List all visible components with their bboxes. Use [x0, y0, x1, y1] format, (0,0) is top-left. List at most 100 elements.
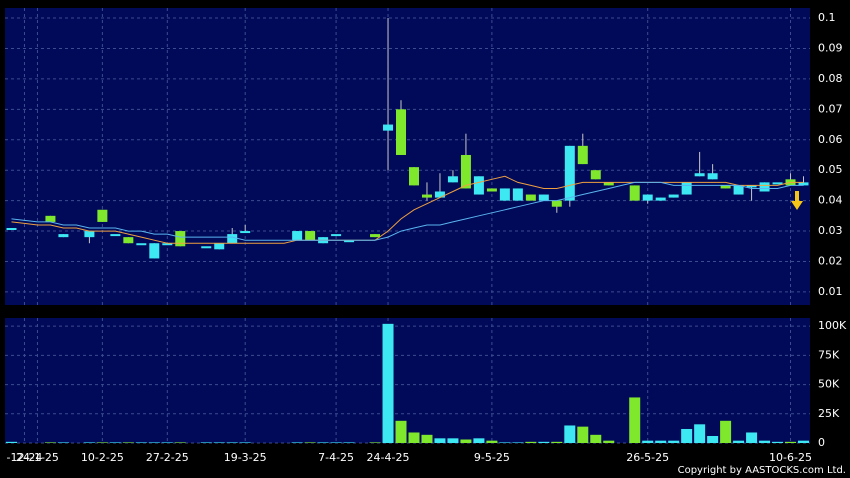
candle-body — [305, 231, 316, 241]
candle-body — [642, 194, 653, 201]
volume-tick-label: 50K — [818, 378, 840, 391]
candle-body — [772, 182, 783, 185]
volume-bar — [759, 440, 771, 443]
candle-body — [694, 173, 705, 177]
volume-bar — [148, 442, 160, 443]
candle-body — [746, 185, 757, 188]
volume-bar — [434, 438, 446, 443]
candle-body — [227, 234, 238, 244]
volume-bar — [551, 441, 563, 443]
candle-body — [383, 124, 394, 131]
price-panel — [5, 8, 810, 305]
candle-body — [6, 228, 17, 231]
volume-bar — [590, 434, 602, 443]
candle-body — [201, 246, 212, 249]
volume-bar — [304, 442, 316, 443]
candle-body — [292, 231, 303, 241]
volume-bar — [421, 434, 433, 443]
candle-body — [331, 234, 342, 237]
volume-bar — [291, 442, 303, 443]
candle-body — [447, 176, 458, 183]
candle-body — [175, 231, 186, 247]
y-tick-label: 0.02 — [818, 254, 843, 267]
volume-panel — [5, 318, 810, 443]
volume-bar — [174, 442, 186, 443]
volume-bar — [395, 420, 407, 443]
x-tick-label: 26-5-25 — [626, 451, 669, 464]
y-tick-label: 0.06 — [818, 133, 843, 146]
volume-bar — [109, 442, 121, 443]
x-tick-label: -12-24 — [7, 451, 43, 464]
candle-body — [136, 243, 147, 246]
candle-body — [499, 188, 510, 201]
candle-body — [421, 194, 432, 198]
x-tick-label: 24-1-25 — [16, 451, 59, 464]
volume-bar — [226, 442, 238, 443]
volume-bar — [525, 441, 537, 443]
candle-body — [84, 231, 95, 238]
candle-body — [798, 182, 809, 186]
volume-bar — [408, 432, 420, 443]
candle-body — [45, 215, 56, 222]
candle-body — [720, 185, 731, 189]
volume-bar — [655, 440, 667, 443]
x-tick-label: 10-2-25 — [81, 451, 124, 464]
volume-bar — [785, 441, 797, 443]
candle-body — [603, 182, 614, 186]
candle-body — [759, 182, 770, 192]
volume-bar — [369, 442, 381, 443]
y-tick-label: 0.08 — [818, 72, 843, 85]
volume-bar — [694, 424, 706, 443]
candle-body — [512, 188, 523, 201]
candle-body — [486, 188, 497, 192]
x-tick-label: 9-5-25 — [474, 451, 510, 464]
volume-bar — [798, 440, 810, 443]
y-tick-label: 0.01 — [818, 285, 843, 298]
candle-body — [240, 231, 251, 234]
volume-bar — [486, 440, 498, 443]
candle-body — [460, 154, 471, 189]
candle-body — [473, 176, 484, 195]
marks — [5, 18, 810, 443]
y-tick-label: 0.09 — [818, 41, 843, 54]
volume-tick-label: 100K — [818, 319, 847, 332]
x-tick-label: 27-2-25 — [146, 451, 189, 464]
candle-body — [58, 234, 69, 238]
y-tick-label: 0.04 — [818, 194, 843, 207]
candle-body — [629, 185, 640, 201]
x-tick-label: 7-4-25 — [318, 451, 354, 464]
volume-bar — [343, 442, 355, 443]
volume-bar — [122, 442, 134, 443]
volume-bar — [577, 426, 589, 443]
arrow-marker — [791, 191, 803, 210]
volume-bar — [668, 440, 680, 443]
volume-bar — [382, 323, 394, 443]
volume-bar — [44, 442, 56, 443]
volume-bar — [135, 442, 147, 443]
volume-bar — [200, 442, 212, 443]
volume-bar — [681, 428, 693, 443]
candle-body — [434, 191, 445, 198]
volume-bar — [746, 432, 758, 443]
candle-body — [525, 194, 536, 201]
y-tick-label: 0.1 — [818, 11, 836, 24]
volume-bar — [538, 441, 550, 443]
candle-body — [668, 194, 679, 198]
volume-bar — [213, 442, 225, 443]
y-tick-label: 0.07 — [818, 102, 843, 115]
volume-bar — [239, 442, 251, 443]
candle-body — [344, 240, 355, 243]
candle-body — [370, 234, 381, 238]
volume-bar — [330, 442, 342, 443]
volume-bar — [772, 441, 784, 443]
candle-body — [149, 243, 160, 259]
y-tick-label: 0.05 — [818, 163, 843, 176]
volume-bar — [57, 442, 69, 443]
candle-body — [681, 182, 692, 195]
candle-body — [123, 237, 134, 244]
candle-body — [551, 200, 562, 207]
candle-body — [162, 243, 173, 246]
y-tick-label: 0.03 — [818, 224, 843, 237]
candle-body — [396, 109, 407, 155]
